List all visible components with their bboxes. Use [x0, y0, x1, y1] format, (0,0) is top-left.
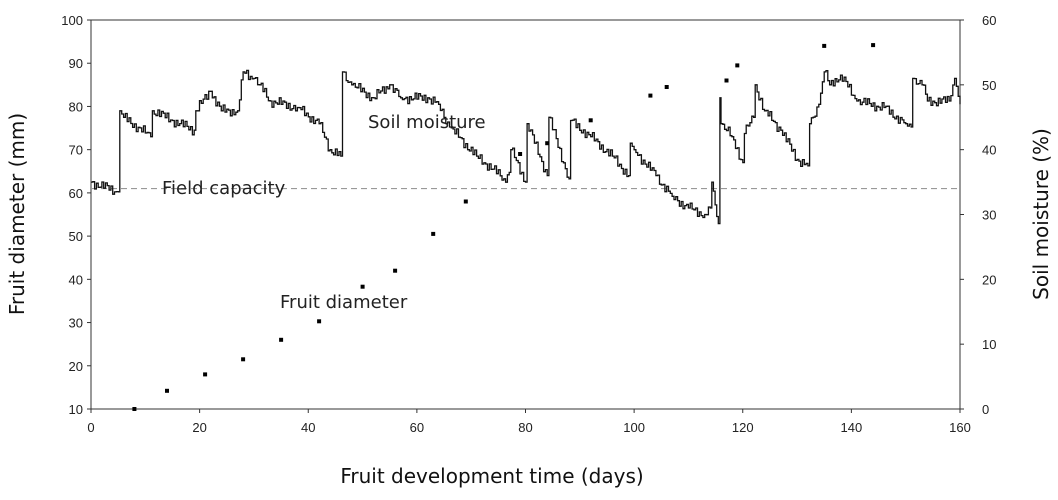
left-y-tick-label: 20	[69, 359, 83, 374]
right-y-axis-title: Soil moisture (%)	[1029, 128, 1053, 300]
fruit-diameter-point	[724, 78, 729, 83]
x-tick-label: 100	[623, 420, 645, 435]
fruit-diameter-point	[360, 284, 365, 289]
soil-moisture-annotation: Soil moisture	[368, 112, 486, 133]
fruit-diameter-annotation: Fruit diameter	[280, 292, 408, 313]
x-tick-label: 60	[410, 420, 424, 435]
left-y-tick-label: 30	[69, 316, 83, 331]
right-y-tick-label: 50	[982, 78, 996, 93]
left-y-tick-label: 100	[61, 13, 83, 28]
left-y-tick-label: 60	[69, 186, 83, 201]
right-y-tick-label: 0	[982, 402, 989, 417]
field-capacity-annotation: Field capacity	[162, 178, 286, 199]
fruit-diameter-point	[648, 93, 653, 98]
fruit-diameter-series	[132, 43, 876, 411]
left-y-tick-label: 90	[69, 56, 83, 71]
left-y-tick-label: 40	[69, 272, 83, 287]
x-tick-label: 0	[87, 420, 94, 435]
right-y-tick-label: 40	[982, 143, 996, 158]
right-y-tick-label: 10	[982, 337, 996, 352]
fruit-diameter-point	[393, 268, 398, 273]
fruit-diameter-point	[588, 118, 593, 123]
fruit-diameter-point	[518, 152, 523, 156]
fruit-diameter-point	[317, 319, 322, 324]
fruit-diameter-point	[735, 63, 740, 68]
left-y-tick-label: 50	[69, 229, 83, 244]
right-y-tick-label: 30	[982, 208, 996, 223]
left-y-tick-label: 70	[69, 143, 83, 158]
x-axis-title: Fruit development time (days)	[340, 464, 643, 488]
fruit-diameter-point	[463, 199, 468, 204]
tick-layer: 0 20 40 60 80 100 120 140 1601020304050607080901…	[61, 13, 996, 435]
left-y-tick-label: 10	[69, 402, 83, 417]
x-tick-label: 20	[192, 420, 206, 435]
fruit-diameter-point	[431, 231, 436, 236]
plot-area-border	[90, 19, 961, 410]
x-tick-label: 120	[732, 420, 754, 435]
fruit-diameter-point	[132, 407, 137, 411]
fruit-diameter-point	[165, 388, 169, 393]
fruit-diameter-point	[871, 43, 876, 48]
left-y-tick-label: 80	[69, 99, 83, 114]
soil-moisture-series-line	[91, 69, 961, 225]
fruit-diameter-point	[664, 85, 669, 89]
left-y-axis-title: Fruit diameter (mm)	[5, 113, 29, 315]
x-tick-label: 80	[518, 420, 532, 435]
x-tick-label: 40	[301, 420, 315, 435]
fruit-diameter-point	[241, 357, 246, 362]
right-y-tick-label: 20	[982, 272, 996, 287]
fruit-diameter-point	[545, 141, 550, 146]
fruit-diameter-point	[279, 337, 284, 342]
x-tick-label: 160	[949, 420, 971, 435]
x-tick-label: 140	[841, 420, 863, 435]
right-y-tick-label: 60	[982, 13, 996, 28]
fruit-diameter-point	[203, 372, 208, 377]
fruit-diameter-point	[822, 43, 827, 48]
